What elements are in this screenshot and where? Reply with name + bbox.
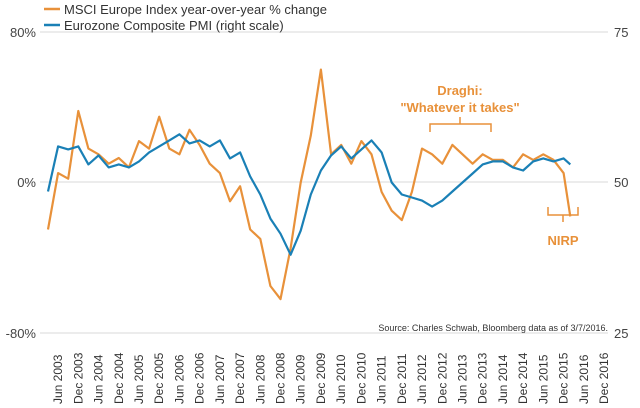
x-tick-label: Dec 2009 <box>314 352 328 404</box>
right-tick-top: 75 <box>614 25 628 40</box>
x-tick-label: Jun 2008 <box>253 354 267 404</box>
draghi-bracket <box>429 117 492 132</box>
x-tick-label: Dec 2005 <box>152 352 166 404</box>
x-tick-label: Dec 2007 <box>233 352 247 404</box>
x-tick-label: Dec 2004 <box>112 352 126 404</box>
x-tick-label: Jun 2007 <box>213 354 227 404</box>
x-tick-label: Jun 2005 <box>132 354 146 404</box>
x-tick-label: Jun 2013 <box>456 354 470 404</box>
left-tick-bottom: -80% <box>6 326 37 341</box>
x-tick-label: Jun 2016 <box>577 354 591 404</box>
nirp-bracket <box>547 207 579 222</box>
x-tick-label: Jun 2015 <box>536 354 550 404</box>
x-tick-label: Jun 2012 <box>415 354 429 404</box>
nirp-label: NIRP <box>547 233 578 248</box>
x-tick-label: Jun 2014 <box>496 354 510 404</box>
x-tick-label: Dec 2012 <box>435 352 449 404</box>
nirp-annotation: NIRP <box>547 207 579 248</box>
legend-label-msci: MSCI Europe Index year-over-year % chang… <box>64 2 327 17</box>
x-tick-label: Jun 2010 <box>334 354 348 404</box>
x-tick-label: Jun 2009 <box>294 354 308 404</box>
series-layer <box>46 68 572 301</box>
left-tick-top: 80% <box>10 25 36 40</box>
x-tick-label: Jun 2011 <box>375 355 389 404</box>
right-tick-middle: 50 <box>614 175 628 190</box>
x-tick-label: Dec 2014 <box>516 352 530 404</box>
x-tick-label: Dec 2013 <box>476 352 490 404</box>
x-tick-label: Dec 2008 <box>274 352 288 404</box>
x-tick-label: Dec 2016 <box>597 352 611 404</box>
series-line-pmi <box>46 133 572 256</box>
x-axis-labels: Jun 2003 Dec 2003 Jun 2004 Dec 2004 Jun 2005… <box>51 352 611 404</box>
x-tick-label: Dec 2011 <box>395 353 409 404</box>
legend-label-pmi: Eurozone Composite PMI (right scale) <box>64 18 284 33</box>
draghi-annotation: Draghi: "Whatever it takes" <box>400 83 520 132</box>
x-tick-label: Dec 2003 <box>71 352 85 404</box>
draghi-label-line2: "Whatever it takes" <box>400 100 519 115</box>
x-tick-label: Dec 2006 <box>193 352 207 404</box>
right-tick-bottom: 25 <box>614 326 628 341</box>
draghi-label-line1: Draghi: <box>437 83 483 98</box>
left-tick-middle: 0% <box>17 175 36 190</box>
x-tick-label: Dec 2015 <box>557 352 571 404</box>
x-tick-label: Jun 2003 <box>51 354 65 404</box>
x-tick-label: Jun 2004 <box>92 354 106 404</box>
x-tick-label: Dec 2010 <box>354 352 368 404</box>
series-line-msci <box>46 68 572 301</box>
source-note: Source: Charles Schwab, Bloomberg data a… <box>378 323 608 333</box>
x-tick-label: Jun 2006 <box>172 354 186 404</box>
